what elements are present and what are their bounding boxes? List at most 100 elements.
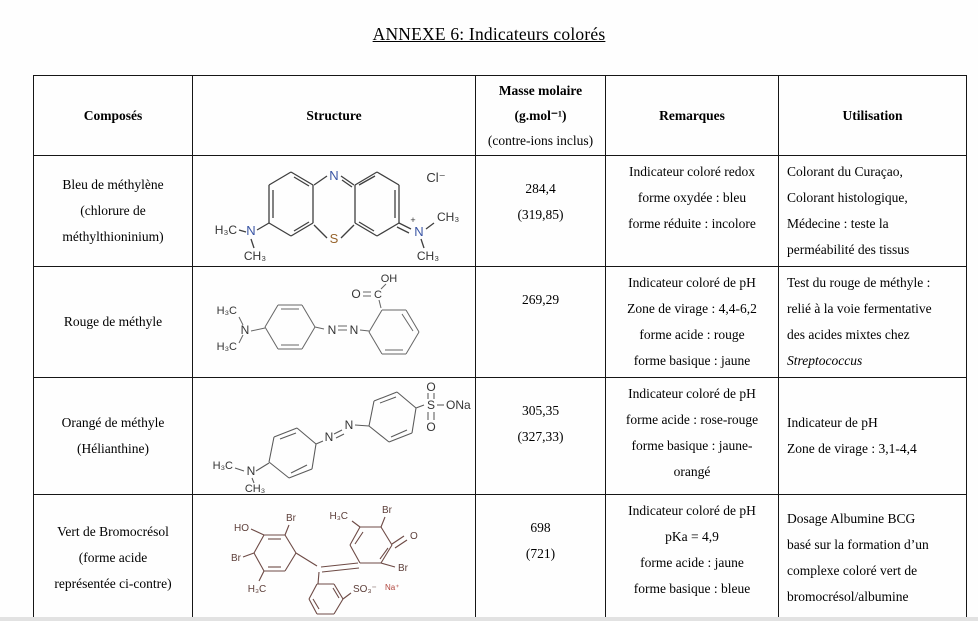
structure-cell: Br HO Br H₃C H₃C Br O Br SO₃⁻ Na⁺ (192, 494, 476, 621)
structure-cell: H₃C N CH₃ N N S O O ONa (192, 377, 476, 495)
text-line: bromocrésol/albumine (787, 588, 909, 604)
text-line: relié à la voie fermentative (787, 301, 932, 316)
atom-label-o: O (426, 420, 435, 434)
atom-label-o: O (426, 380, 435, 394)
text-line: 284,4 (525, 181, 556, 196)
table-row-methyl-orange: Orangé de méthyle (Hélianthine) (33, 377, 967, 495)
text-line: 698 (530, 520, 551, 535)
atom-label-n: N (350, 323, 359, 337)
text-line: Vert de Bromocrésol (57, 523, 169, 539)
utilisation-cell: Dosage Albumine BCG basé sur la formation… (778, 494, 967, 621)
bromocresol-green-structure: Br HO Br H₃C H₃C Br O Br SO₃⁻ Na⁺ (231, 505, 418, 615)
group-label-ch3: CH₃ (245, 483, 265, 494)
text-line: pKa = 4,9 (665, 529, 719, 544)
group-label-so3: SO₃⁻ (353, 584, 377, 595)
text-line: (327,33) (517, 429, 564, 444)
atom-label-br: Br (382, 505, 393, 516)
methylene-blue-structure: N S Cl⁻ H₃C N CH₃ + N CH₃ CH₃ (215, 168, 460, 263)
text-line: Indicateur coloré de pH (628, 386, 756, 401)
table-header-row: Composés Structure Masse molaire (g.mol⁻… (33, 75, 967, 156)
text-line: (319,85) (517, 207, 564, 222)
atom-label-s: S (330, 231, 339, 246)
atom-label-n: N (247, 464, 256, 478)
masse-cell: 269,29 (475, 266, 606, 378)
group-label-h3c: H₃C (217, 341, 237, 353)
text-line: forme oxydée : bleu (637, 190, 747, 205)
text-line: Indicateur de pH (787, 415, 878, 430)
masse-cell: 284,4 (319,85) (475, 155, 606, 267)
group-label-h3c: H₃C (248, 584, 267, 595)
atom-label-s: S (427, 398, 435, 412)
header-structure: Structure (192, 75, 476, 156)
utilisation-cell: Test du rouge de méthyle : relié à la voi… (778, 266, 967, 378)
header-remarques: Remarques (605, 75, 779, 156)
text-line: méthylthioninium) (62, 229, 164, 244)
text-line: Dosage Albumine BCG (787, 510, 916, 526)
text-line: Test du rouge de méthyle : (787, 275, 931, 290)
indicators-table: Composés Structure Masse molaire (g.mol⁻… (33, 75, 967, 621)
atom-label-n: N (241, 323, 250, 337)
group-label-h3c: H₃C (329, 511, 348, 522)
atom-label-o: O (351, 287, 360, 301)
compose-cell: Vert de Bromocrésol (forme acide représent… (33, 494, 193, 621)
remarques-cell: Indicateur coloré de pH forme acide : ros… (605, 377, 779, 495)
compose-cell: Orangé de méthyle (Hélianthine) (33, 377, 193, 495)
atom-label-n: N (325, 430, 334, 444)
atom-label-c: C (374, 289, 382, 301)
atom-label-o: O (410, 531, 418, 542)
text-line: perméabilité des tissus (787, 242, 910, 257)
text-line: Orangé de méthyle (61, 415, 165, 430)
text-line: forme acide : rose-rouge (625, 412, 759, 427)
utilisation-cell: Colorant du Curaçao, Colorant histologiqu… (778, 155, 967, 267)
text-line: 305,35 (521, 403, 560, 418)
compose-cell: Rouge de méthyle (33, 266, 193, 378)
header-composes: Composés (33, 75, 193, 156)
text-line: 269,29 (521, 292, 560, 307)
header-masse-line3: (contre-ions inclus) (487, 133, 594, 148)
header-masse-line2: (g.mol⁻¹) (514, 108, 567, 123)
text-line: forme acide : jaune (640, 555, 744, 570)
compose-cell: Bleu de méthylène (chlorure de méthylthion… (33, 155, 193, 267)
atom-label-br: Br (231, 553, 242, 564)
methyl-orange-structure: H₃C N CH₃ N N S O O ONa (213, 380, 471, 494)
text-line: forme basique : jaune- (631, 438, 753, 453)
text-line: Médecine : teste la (787, 216, 889, 231)
structure-cell: N S Cl⁻ H₃C N CH₃ + N CH₃ CH₃ (192, 155, 476, 267)
text-line: représentée ci-contre) (54, 575, 172, 591)
utilisation-lines: Test du rouge de méthyle : relié à la voi… (787, 270, 962, 348)
text-line: (Hélianthine) (77, 441, 149, 456)
text-line: basé sur la formation d’un (787, 536, 929, 552)
counterion-label-na: Na⁺ (385, 583, 399, 592)
text-line: forme basique : bleue (633, 581, 751, 596)
group-label-oh: OH (381, 273, 398, 285)
remarques-cell: Indicateur coloré de pH pKa = 4,9 forme ac… (605, 494, 779, 621)
text-line: Colorant du Curaçao, (787, 164, 903, 179)
group-label-h3c: H₃C (217, 305, 237, 317)
masse-cell: 305,35 (327,33) (475, 377, 606, 495)
text-line: Colorant histologique, (787, 190, 908, 205)
text-line: Bleu de méthylène (62, 177, 164, 192)
text-line: orangé (673, 464, 711, 479)
structure-cell: H₃C H₃C N N N C O OH (192, 266, 476, 378)
scan-edge (0, 617, 978, 621)
utilisation-cell: Indicateur de pH Zone de virage : 3,1-4,4 (778, 377, 967, 495)
table-row-methylene-blue: Bleu de méthylène (chlorure de méthylthion… (33, 155, 967, 267)
header-utilisation: Utilisation (778, 75, 967, 156)
text-line: complexe coloré vert de (787, 562, 918, 578)
group-label-ho: HO (234, 523, 249, 534)
remarques-cell: Indicateur coloré de pH Zone de virage : … (605, 266, 779, 378)
text-line: forme acide : rouge (639, 327, 745, 342)
atom-label-n: N (246, 223, 255, 238)
table-row-bromocresol-green: Vert de Bromocrésol (forme acide représent… (33, 494, 967, 621)
atom-label-n: N (345, 418, 354, 432)
group-label-ch3: CH₃ (417, 249, 439, 263)
group-label-ch3: CH₃ (244, 249, 266, 263)
atom-label-br: Br (286, 513, 297, 524)
header-masse-line1: Masse molaire (498, 83, 583, 98)
atom-label-br: Br (398, 563, 409, 574)
text-line: forme réduite : incolore (628, 216, 756, 231)
group-label-ona: ONa (446, 398, 471, 412)
header-masse-molaire: Masse molaire (g.mol⁻¹) (contre-ions inc… (475, 75, 606, 156)
utilisation-italic-line: Streptococcus (787, 353, 863, 368)
